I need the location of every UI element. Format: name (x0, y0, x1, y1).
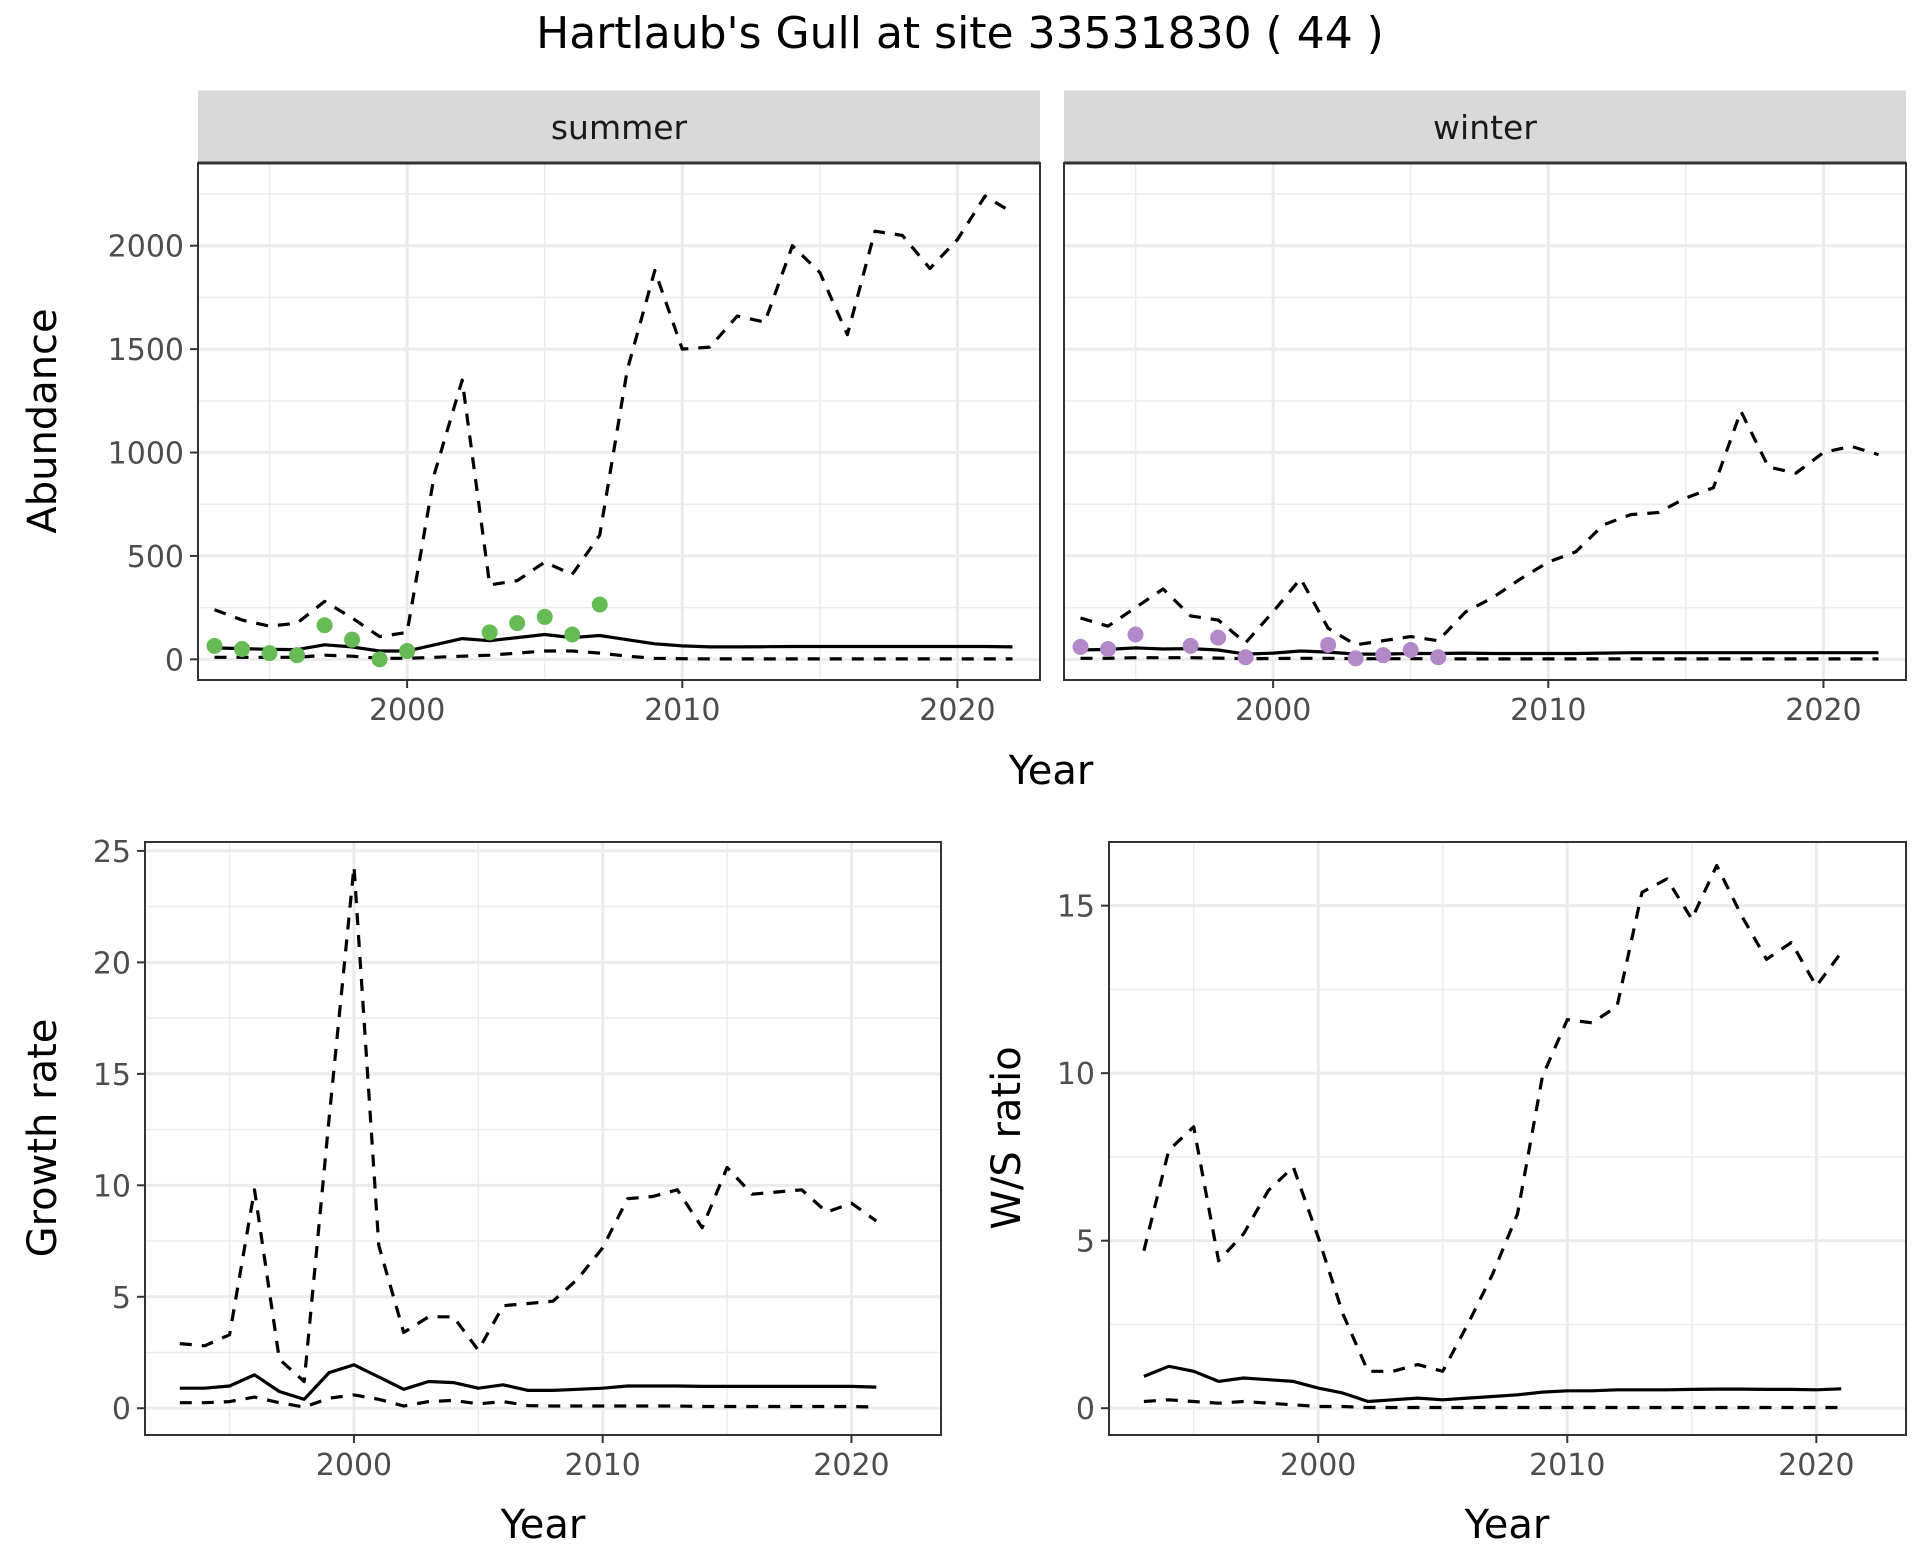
winter-data-point (1347, 650, 1364, 667)
winter-data-point (1182, 637, 1199, 654)
ratio-x-tick-label: 2010 (1529, 1448, 1605, 1483)
growth-panel-border (144, 841, 942, 1436)
ratio-y-tick-label: 10 (1057, 1057, 1095, 1092)
winter-plot-background (1064, 163, 1906, 680)
winter-data-point (1072, 638, 1089, 655)
growth-series-line-1-dashed (179, 864, 878, 1384)
growth-x-tick-label: 2020 (813, 1448, 889, 1483)
ratio-x-axis-title: Year (1464, 1502, 1550, 1548)
growth-y-tick-label: 25 (93, 835, 131, 870)
winter-data-point (1320, 636, 1337, 653)
winter-data-point (1127, 626, 1144, 643)
ratio-panel-border (1108, 841, 1907, 1436)
summer-data-point (399, 643, 416, 660)
winter-x-tick-label: 2000 (1235, 693, 1311, 728)
winter-series-line-1-dashed (1080, 409, 1879, 647)
summer-y-tick-label: 1500 (108, 333, 184, 368)
winter-strip-label: winter (1433, 108, 1537, 147)
winter-strip-background (1064, 91, 1906, 163)
growth-y-tick-label: 5 (112, 1281, 131, 1316)
summer-data-point (536, 608, 553, 625)
summer-strip-label: summer (551, 108, 688, 147)
summer-series-line-2-solid (214, 632, 1013, 653)
ratio-x-tick-label: 2000 (1280, 1448, 1356, 1483)
ratio-series-line-2-solid (1143, 1364, 1842, 1404)
summer-data-point (316, 617, 333, 634)
summer-data-point (591, 596, 608, 613)
summer-x-tick-label: 2020 (919, 693, 995, 728)
growth-y-tick-label: 20 (93, 946, 131, 981)
abundance-y-axis-title: Abundance (20, 308, 66, 533)
growth-y-tick-label: 0 (112, 1392, 131, 1427)
summer-data-point (289, 647, 306, 664)
summer-data-point (371, 651, 388, 668)
summer-data-point (234, 640, 251, 657)
winter-data-point (1237, 649, 1254, 666)
summer-x-tick-label: 2000 (369, 693, 445, 728)
winter-series-line-2-solid (1080, 646, 1879, 656)
winter-data-point (1100, 640, 1117, 657)
summer-data-point (509, 615, 526, 632)
winter-data-point (1210, 629, 1227, 646)
ratio-series-line-1-dashed (1142, 863, 1843, 1373)
growth-series-line-2-solid (179, 1363, 877, 1401)
growth-x-axis-title: Year (500, 1502, 586, 1548)
growth-x-tick-label: 2000 (316, 1448, 392, 1483)
winter-series-line-3-dashed (1080, 656, 1879, 661)
ratio-y-tick-label: 5 (1076, 1225, 1095, 1260)
ratio-y-axis-title: W/S ratio (984, 1046, 1030, 1229)
ratio-x-tick-label: 2020 (1778, 1448, 1854, 1483)
summer-data-point (261, 645, 278, 662)
summer-data-point (206, 637, 223, 654)
ratio-series-line-3-dashed (1143, 1398, 1842, 1410)
growth-y-tick-label: 15 (93, 1058, 131, 1093)
winter-x-tick-label: 2010 (1510, 693, 1586, 728)
summer-data-point (564, 626, 581, 643)
ratio-y-tick-label: 15 (1057, 890, 1095, 925)
growth-plot-background (145, 842, 941, 1435)
summer-strip-background (198, 91, 1040, 163)
summer-series-line-1-dashed (213, 194, 1014, 639)
summer-series-line-3-dashed (214, 649, 1013, 661)
summer-data-point (344, 631, 361, 648)
growth-y-axis-title: Growth rate (20, 1019, 66, 1258)
growth-y-tick-label: 10 (93, 1169, 131, 1204)
winter-data-point (1375, 647, 1392, 664)
figure-title: Hartlaub's Gull at site 33531830 ( 44 ) (536, 8, 1384, 59)
summer-x-tick-label: 2010 (644, 693, 720, 728)
growth-x-tick-label: 2010 (565, 1448, 641, 1483)
winter-data-point (1430, 649, 1447, 666)
summer-y-tick-label: 1000 (108, 437, 184, 472)
winter-data-point (1402, 642, 1419, 659)
abundance-x-axis-title: Year (1008, 748, 1094, 794)
summer-y-tick-label: 0 (165, 643, 184, 678)
ratio-y-tick-label: 0 (1076, 1392, 1095, 1427)
winter-x-tick-label: 2020 (1785, 693, 1861, 728)
growth-series-line-3-dashed (179, 1393, 877, 1409)
summer-y-tick-label: 2000 (108, 230, 184, 265)
summer-data-point (481, 624, 498, 641)
ratio-plot-background (1109, 842, 1906, 1435)
summer-y-tick-label: 500 (127, 540, 184, 575)
